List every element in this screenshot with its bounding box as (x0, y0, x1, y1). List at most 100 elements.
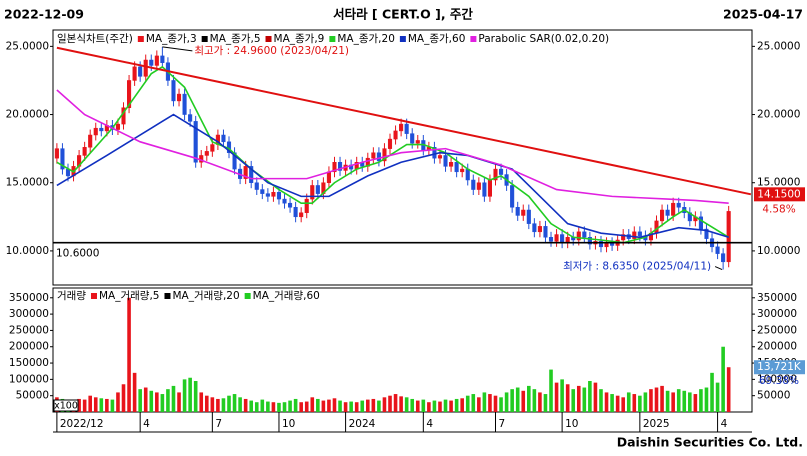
volume-bar (454, 398, 459, 412)
y-tick-label: 300000 (757, 308, 797, 320)
candle-body (82, 147, 87, 156)
volume-bar (388, 395, 392, 412)
candle-body (265, 193, 270, 197)
volume-bar (721, 346, 725, 412)
volume-bar (82, 399, 87, 412)
volume-bar (182, 379, 187, 412)
volume-bar (527, 385, 531, 412)
volume-bar (382, 397, 387, 412)
price-tag-label: 14.1500 (757, 188, 800, 200)
volume-bar (676, 389, 681, 412)
volume-bar (254, 402, 259, 412)
volume-bar (499, 397, 503, 412)
volume-bar (604, 392, 609, 412)
candle-body (543, 226, 548, 238)
candle-body (576, 231, 581, 241)
candle-body (60, 148, 65, 170)
candle-body (487, 179, 492, 197)
x-tick-label: 2022/12 (60, 418, 104, 430)
volume-bar (421, 399, 426, 412)
volume-bar (188, 377, 192, 412)
volume-bar (510, 389, 514, 412)
candle-body (99, 127, 104, 132)
legend-label: MA_거래량,5 (99, 290, 160, 302)
candle-body (482, 182, 487, 197)
volume-bar (77, 398, 81, 412)
candle-body (565, 237, 570, 243)
volume-bar (582, 387, 587, 412)
volume-bar (671, 392, 675, 412)
volume-bar (726, 367, 731, 412)
y-tick-label: 150000 (9, 357, 49, 369)
legend-marker (399, 36, 406, 42)
unit-label: x100 (54, 401, 78, 412)
candle-body (160, 55, 165, 63)
volume-bar (216, 398, 220, 412)
volume-bar (660, 385, 664, 412)
volume-bar (277, 402, 281, 412)
volume-bar (693, 394, 698, 412)
candle-body (310, 185, 315, 200)
volume-bar (488, 394, 492, 412)
candle-body (476, 182, 481, 190)
volume-bar (404, 397, 409, 412)
candle-body (521, 209, 526, 216)
volume-bar (543, 394, 548, 412)
volume-bar (160, 394, 165, 412)
volume-bar (221, 398, 226, 412)
annotation: 최고가 : 24.9600 (2023/04/21) (194, 45, 349, 57)
candle-body (304, 198, 309, 213)
unit-box (53, 399, 79, 412)
candle-body (532, 223, 537, 233)
volume-bar (599, 389, 603, 412)
candle-body (143, 59, 148, 77)
volume-bar (477, 397, 481, 412)
legend-label: MA_종가,60 (408, 33, 466, 45)
legend-marker (137, 36, 144, 42)
candle-body (460, 168, 465, 173)
legend-label: MA_거래량,20 (172, 290, 239, 302)
candle-body (154, 55, 159, 66)
candle-body (537, 226, 542, 233)
volume-bar (371, 398, 376, 412)
volume-bar (88, 395, 92, 412)
volume-bar (549, 369, 553, 412)
candle-body (698, 216, 703, 230)
volume-bar (471, 394, 476, 412)
volume-bar (665, 390, 670, 412)
volume-bar (249, 400, 254, 412)
volume-bar (243, 398, 248, 412)
volume-bar (626, 392, 631, 412)
legend-label: MA_종가,20 (337, 33, 395, 45)
volume-bar (515, 387, 520, 412)
indicator-line (56, 89, 729, 204)
volume-bar (343, 402, 348, 412)
candle-body (93, 127, 98, 136)
candle-body (404, 123, 409, 134)
volume-bar (493, 395, 498, 412)
volume-bar (654, 387, 659, 412)
volume-bar (365, 399, 370, 412)
volume-bar (149, 390, 154, 412)
candle-body (498, 168, 504, 175)
volume-bar (504, 392, 509, 412)
legend-marker (201, 36, 208, 42)
y-tick-label: 25.0000 (6, 40, 49, 52)
volume-bar (227, 395, 231, 412)
candle-body (437, 155, 443, 159)
volume-bar (110, 399, 115, 412)
volume-change-label: 69.38% (759, 375, 799, 387)
volume-bar (332, 398, 337, 412)
legend-title: 거래량 (57, 290, 86, 302)
candle-body (721, 253, 726, 263)
candle-body (149, 59, 154, 66)
candle-body (676, 202, 681, 208)
volume-bar (615, 395, 620, 412)
candle-body (582, 231, 587, 238)
volume-bar (643, 392, 648, 412)
candle-body (293, 207, 298, 218)
footer: Daishin Securities Co. Ltd. (617, 435, 803, 450)
volume-bar (554, 382, 559, 412)
y-tick-label: 15.0000 (757, 177, 800, 189)
